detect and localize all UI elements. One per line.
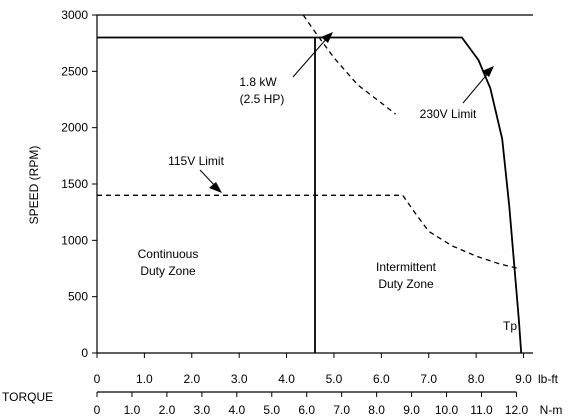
x-tick-label-lbft: 6.0 bbox=[373, 372, 390, 386]
x-tick-label-nm: 5.0 bbox=[263, 403, 280, 417]
intermittent-zone-line2: Duty Zone bbox=[378, 277, 434, 291]
power-label-line2: (2.5 HP) bbox=[240, 92, 285, 106]
y-tick-label: 1000 bbox=[61, 233, 88, 247]
series-line-1 bbox=[302, 14, 397, 115]
limit-230v-label: 230V Limit bbox=[420, 107, 477, 121]
limit-115v-arrow-head bbox=[209, 182, 222, 193]
x-tick-label-lbft: 7.0 bbox=[420, 372, 437, 386]
x-tick-label-lbft: 0 bbox=[94, 372, 101, 386]
limit-230v-arrow-head bbox=[482, 66, 494, 77]
x-tick-label-nm: 6.0 bbox=[298, 403, 315, 417]
y-tick-label: 3000 bbox=[61, 8, 88, 22]
x-tick-label-lbft: 9.0 bbox=[515, 372, 532, 386]
x-tick-label-nm: 11.0 bbox=[470, 403, 493, 417]
x-tick-label-nm: 10.0 bbox=[435, 403, 459, 417]
continuous-zone-line2: Duty Zone bbox=[140, 264, 196, 278]
x-tick-label-nm: 12.0 bbox=[505, 403, 529, 417]
peak-torque-label: Tp bbox=[503, 319, 517, 333]
x-unit-lbft: lb-ft bbox=[538, 372, 559, 386]
x-tick-label-nm: 2.0 bbox=[159, 403, 176, 417]
x-tick-label-nm: 1.0 bbox=[124, 403, 141, 417]
x-axis-title: TORQUE bbox=[2, 390, 53, 404]
x-tick-label-nm: 7.0 bbox=[333, 403, 350, 417]
y-tick-label: 2000 bbox=[61, 121, 88, 135]
x-tick-label-nm: 3.0 bbox=[194, 403, 211, 417]
x-tick-label-lbft: 5.0 bbox=[326, 372, 343, 386]
x-tick-label-nm: 8.0 bbox=[368, 403, 385, 417]
x-tick-label-nm: 0 bbox=[94, 403, 101, 417]
x-tick-label-lbft: 8.0 bbox=[468, 372, 485, 386]
x-tick-label-nm: 9.0 bbox=[403, 403, 420, 417]
limit-115v-label: 115V Limit bbox=[168, 154, 224, 168]
x-tick-label-lbft: 4.0 bbox=[278, 372, 295, 386]
y-tick-label: 0 bbox=[81, 346, 88, 360]
power-label-line1: 1.8 kW bbox=[239, 75, 277, 89]
series-line-0 bbox=[97, 36, 523, 354]
power-arrow-line bbox=[292, 36, 329, 78]
y-axis-title: SPEED (RPM) bbox=[27, 146, 41, 225]
limit-230v-arrow-line bbox=[462, 71, 490, 104]
continuous-zone-line1: Continuous bbox=[138, 247, 199, 261]
x-unit-nm: N-m bbox=[540, 403, 563, 417]
x-tick-label-nm: 4.0 bbox=[228, 403, 245, 417]
power-arrow-head bbox=[321, 32, 333, 43]
intermittent-zone-line1: Intermittent bbox=[376, 260, 437, 274]
series-line-2 bbox=[97, 194, 519, 270]
x-tick-label-lbft: 1.0 bbox=[136, 372, 153, 386]
x-tick-label-lbft: 3.0 bbox=[231, 372, 248, 386]
x-tick-label-lbft: 2.0 bbox=[183, 372, 200, 386]
y-tick-label: 500 bbox=[68, 290, 88, 304]
y-tick-label: 2500 bbox=[61, 64, 88, 78]
y-tick-label: 1500 bbox=[61, 177, 88, 191]
